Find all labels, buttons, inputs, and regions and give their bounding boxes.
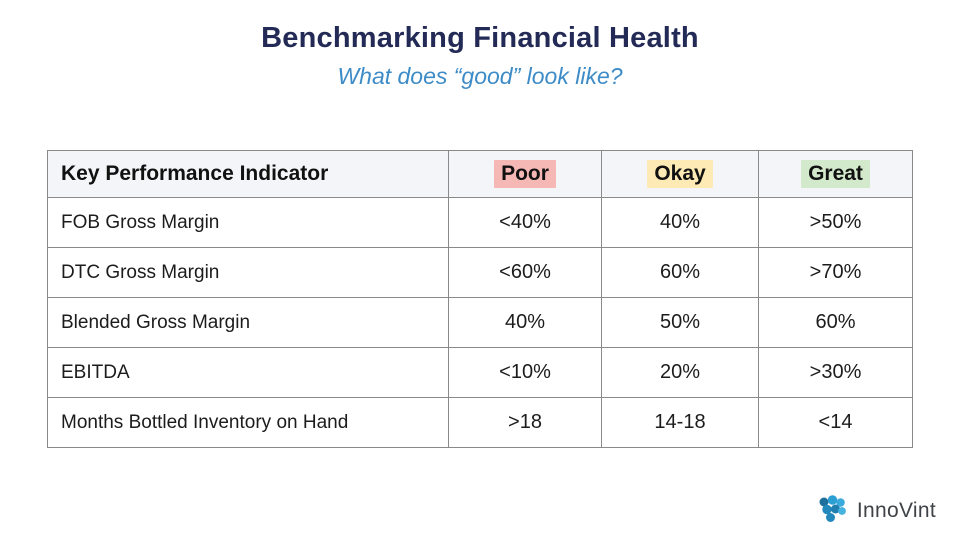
poor-value: <40% <box>448 197 602 248</box>
kpi-label: DTC Gross Margin <box>47 247 449 298</box>
logo-wordmark: InnoVint <box>856 499 936 522</box>
column-header-poor: Poor <box>448 150 602 198</box>
kpi-benchmark-table: Key Performance Indicator Poor Okay Grea… <box>47 150 913 448</box>
column-header-okay: Okay <box>601 150 759 198</box>
slide-header: Benchmarking Financial Health What does … <box>0 0 960 90</box>
okay-value: 60% <box>601 247 759 298</box>
table-row: EBITDA <10% 20% >30% <box>47 347 913 398</box>
okay-value: 20% <box>601 347 759 398</box>
table-row: FOB Gross Margin <40% 40% >50% <box>47 197 913 248</box>
kpi-label: FOB Gross Margin <box>47 197 449 248</box>
great-value: 60% <box>758 297 913 348</box>
great-value: <14 <box>758 397 913 448</box>
great-highlight: Great <box>801 160 870 188</box>
table-row: Blended Gross Margin 40% 50% 60% <box>47 297 913 348</box>
okay-value: 50% <box>601 297 759 348</box>
table-row: Months Bottled Inventory on Hand >18 14-… <box>47 397 913 448</box>
column-header-kpi: Key Performance Indicator <box>47 150 449 198</box>
slide-subtitle: What does “good” look like? <box>337 63 623 89</box>
table-header-row: Key Performance Indicator Poor Okay Grea… <box>47 150 913 198</box>
great-value: >50% <box>758 197 913 248</box>
okay-highlight: Okay <box>647 160 713 188</box>
poor-value: 40% <box>448 297 602 348</box>
kpi-label: Blended Gross Margin <box>47 297 449 348</box>
grape-cluster-icon <box>815 494 849 528</box>
table-row: DTC Gross Margin <60% 60% >70% <box>47 247 913 298</box>
slide-title: Benchmarking Financial Health <box>261 22 699 54</box>
poor-value: >18 <box>448 397 602 448</box>
poor-highlight: Poor <box>494 160 556 188</box>
innovint-logo: InnoVint <box>815 494 936 528</box>
kpi-label: EBITDA <box>47 347 449 398</box>
poor-value: <60% <box>448 247 602 298</box>
great-value: >70% <box>758 247 913 298</box>
great-value: >30% <box>758 347 913 398</box>
kpi-label: Months Bottled Inventory on Hand <box>47 397 449 448</box>
okay-value: 14-18 <box>601 397 759 448</box>
poor-value: <10% <box>448 347 602 398</box>
column-header-great: Great <box>758 150 913 198</box>
okay-value: 40% <box>601 197 759 248</box>
